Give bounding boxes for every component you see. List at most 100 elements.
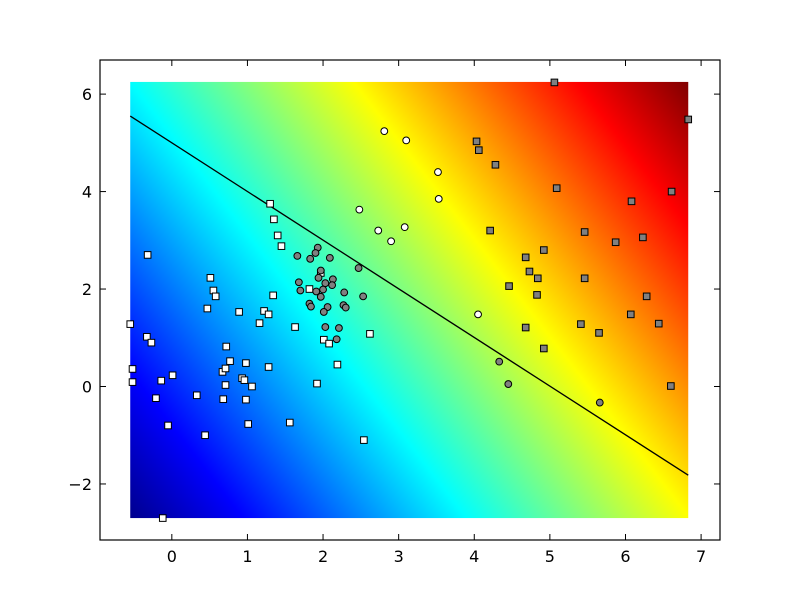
square-point xyxy=(642,292,651,301)
square-point xyxy=(486,226,494,235)
square-point xyxy=(270,215,278,224)
circle-point xyxy=(495,357,504,366)
x-tick-label: 7 xyxy=(696,547,706,566)
y-tick-label: 4 xyxy=(82,183,92,202)
square-point xyxy=(552,184,561,192)
square-point xyxy=(472,137,481,146)
square-point xyxy=(505,282,513,290)
circle-point xyxy=(321,279,330,288)
circle-point xyxy=(354,264,363,272)
y-tick-label: 6 xyxy=(82,85,92,104)
square-point xyxy=(219,395,228,403)
scatter-points xyxy=(126,78,693,522)
circle-point xyxy=(296,286,305,295)
square-point xyxy=(540,246,548,254)
square-point xyxy=(291,323,299,331)
axis-ticks: 0 1 2 3 4 5 6 7 −2 0 2 4 6 xyxy=(68,60,720,566)
circle-point xyxy=(374,226,383,235)
square-point xyxy=(550,78,559,87)
square-point xyxy=(264,363,273,371)
square-point xyxy=(667,382,675,390)
square-point xyxy=(533,291,541,299)
circle-point xyxy=(340,288,349,297)
square-point xyxy=(654,319,663,328)
square-point xyxy=(684,115,693,124)
square-point xyxy=(152,394,160,402)
square-point xyxy=(168,371,177,380)
x-tick-label: 1 xyxy=(242,547,252,566)
square-point xyxy=(325,339,333,348)
square-point xyxy=(277,242,286,250)
circle-point xyxy=(474,310,482,319)
square-point xyxy=(147,338,156,347)
square-point xyxy=(313,379,321,388)
circle-point xyxy=(434,194,443,203)
circle-point xyxy=(294,278,303,287)
square-point xyxy=(158,514,167,522)
circle-point xyxy=(312,287,321,296)
square-point xyxy=(201,431,209,440)
square-point xyxy=(192,391,201,400)
square-point xyxy=(221,381,230,389)
square-point xyxy=(305,285,314,293)
square-point xyxy=(273,231,282,240)
square-point xyxy=(244,420,252,428)
square-point xyxy=(242,359,250,367)
circle-point xyxy=(325,253,334,262)
square-point xyxy=(366,330,374,338)
square-point xyxy=(221,364,230,373)
square-point xyxy=(333,360,342,369)
square-point xyxy=(235,308,243,316)
y-tick-label: 0 xyxy=(82,377,92,396)
circle-point xyxy=(332,335,341,344)
square-point xyxy=(128,365,137,373)
square-point xyxy=(360,436,368,444)
circle-point xyxy=(316,292,325,301)
decision-boundary-line xyxy=(129,115,689,476)
square-point xyxy=(248,382,256,391)
circle-point xyxy=(595,398,604,407)
x-tick-label: 4 xyxy=(469,547,479,566)
square-point xyxy=(627,197,636,206)
square-point xyxy=(475,146,483,154)
square-point xyxy=(595,329,603,337)
square-point xyxy=(266,199,274,208)
square-point xyxy=(164,421,172,430)
square-point xyxy=(285,418,294,427)
square-point xyxy=(264,310,273,319)
square-point xyxy=(320,335,328,344)
x-tick-label: 0 xyxy=(167,547,177,566)
square-point xyxy=(143,251,152,259)
square-point xyxy=(242,395,250,404)
circle-point xyxy=(402,136,411,145)
square-point xyxy=(580,274,589,283)
square-point xyxy=(639,233,647,242)
square-point xyxy=(540,344,548,353)
axes-frame xyxy=(99,59,721,541)
circle-point xyxy=(293,251,302,260)
square-point xyxy=(128,378,137,386)
x-tick-label: 6 xyxy=(620,547,630,566)
circle-point xyxy=(355,205,364,214)
circle-point xyxy=(311,249,320,257)
circle-point xyxy=(380,127,389,136)
circle-point xyxy=(321,323,330,331)
circle-point xyxy=(434,168,442,176)
circle-point xyxy=(504,380,513,388)
square-point xyxy=(611,238,620,247)
circle-point xyxy=(400,223,409,232)
circle-point xyxy=(314,273,323,282)
circle-point xyxy=(319,285,327,294)
circle-point xyxy=(307,302,315,311)
square-point xyxy=(240,376,249,384)
square-point xyxy=(157,376,166,385)
square-point xyxy=(226,357,234,365)
circle-point xyxy=(319,308,328,316)
circle-point xyxy=(387,237,395,246)
circle-point xyxy=(306,254,315,263)
square-point xyxy=(143,332,151,341)
circle-point xyxy=(328,281,337,290)
square-point xyxy=(269,291,277,300)
y-tick-label: 2 xyxy=(82,280,92,299)
